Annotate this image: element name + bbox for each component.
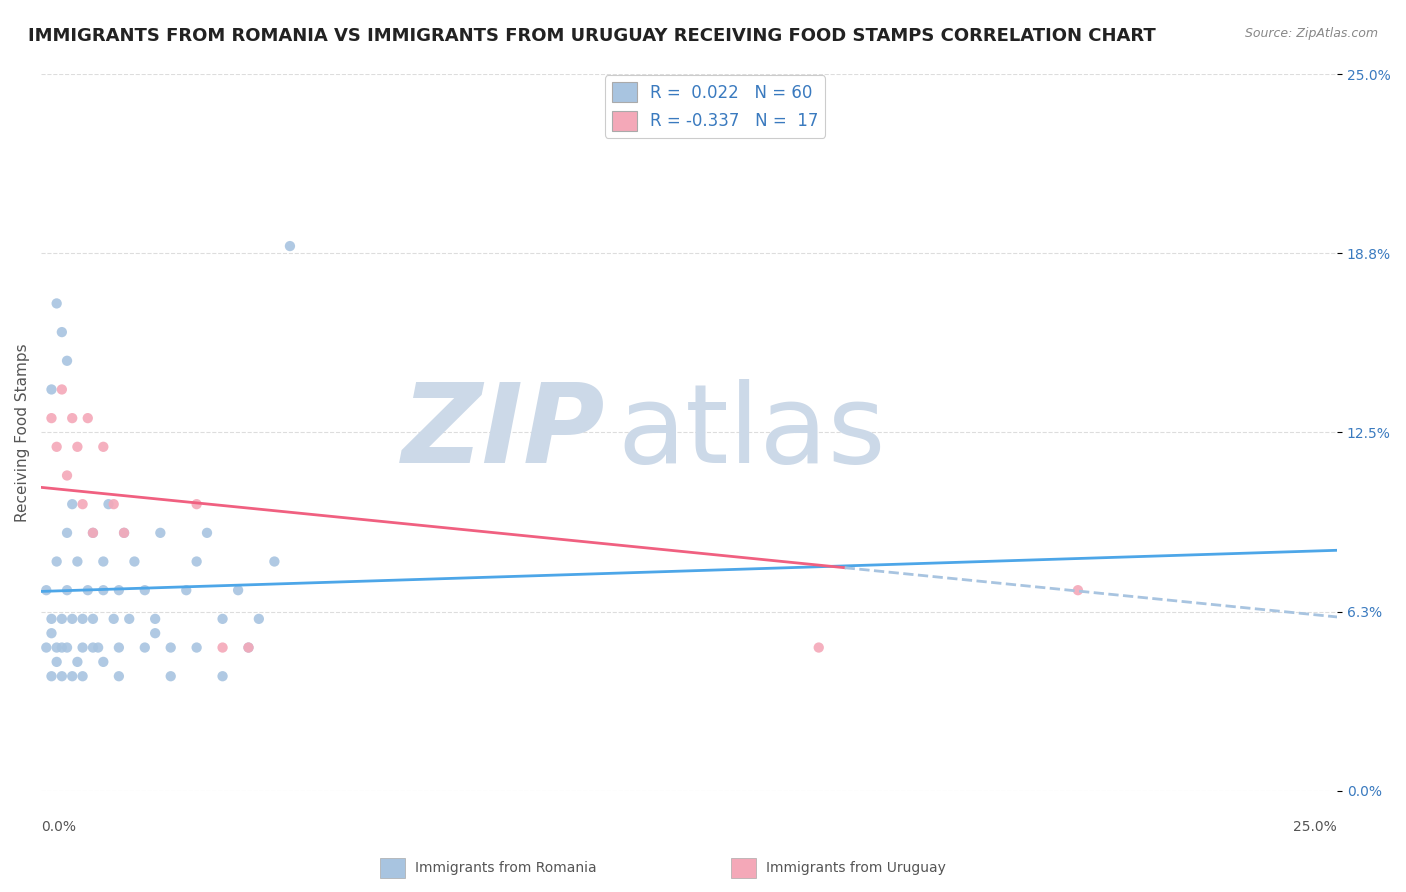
Point bbox=[72, 640, 94, 655]
Point bbox=[41, 669, 63, 683]
Point bbox=[60, 411, 83, 425]
Point bbox=[807, 640, 830, 655]
Point bbox=[159, 669, 181, 683]
Point bbox=[211, 640, 233, 655]
Point bbox=[66, 440, 89, 454]
Point bbox=[211, 612, 233, 626]
Point bbox=[91, 583, 114, 598]
Point bbox=[118, 612, 141, 626]
Point bbox=[124, 555, 146, 569]
Point bbox=[45, 655, 67, 669]
Point bbox=[263, 555, 285, 569]
Point bbox=[238, 640, 260, 655]
Point bbox=[45, 640, 67, 655]
Point bbox=[82, 640, 104, 655]
Point bbox=[159, 640, 181, 655]
Point bbox=[41, 383, 63, 397]
Point bbox=[51, 640, 73, 655]
Point bbox=[45, 440, 67, 454]
Point bbox=[76, 411, 98, 425]
Text: ZIP: ZIP bbox=[401, 379, 605, 486]
Point bbox=[143, 626, 166, 640]
Point bbox=[56, 525, 79, 540]
Point bbox=[56, 583, 79, 598]
Legend: R =  0.022   N = 60, R = -0.337   N =  17: R = 0.022 N = 60, R = -0.337 N = 17 bbox=[605, 75, 825, 137]
Point bbox=[41, 612, 63, 626]
Text: 25.0%: 25.0% bbox=[1294, 820, 1337, 834]
Text: atlas: atlas bbox=[617, 379, 886, 486]
Point bbox=[51, 612, 73, 626]
Point bbox=[51, 383, 73, 397]
Point bbox=[56, 640, 79, 655]
Point bbox=[134, 640, 156, 655]
Point bbox=[91, 555, 114, 569]
Point bbox=[108, 583, 131, 598]
Point bbox=[103, 612, 125, 626]
Point bbox=[72, 497, 94, 511]
Point bbox=[211, 669, 233, 683]
Text: Immigrants from Uruguay: Immigrants from Uruguay bbox=[766, 861, 946, 875]
Text: IMMIGRANTS FROM ROMANIA VS IMMIGRANTS FROM URUGUAY RECEIVING FOOD STAMPS CORRELA: IMMIGRANTS FROM ROMANIA VS IMMIGRANTS FR… bbox=[28, 27, 1156, 45]
Point bbox=[60, 669, 83, 683]
Point bbox=[143, 612, 166, 626]
Point bbox=[66, 555, 89, 569]
Point bbox=[35, 583, 58, 598]
Text: Immigrants from Romania: Immigrants from Romania bbox=[415, 861, 596, 875]
Text: 0.0%: 0.0% bbox=[41, 820, 76, 834]
Point bbox=[97, 497, 120, 511]
Point bbox=[226, 583, 249, 598]
Point bbox=[238, 640, 260, 655]
Point bbox=[72, 669, 94, 683]
Point bbox=[51, 669, 73, 683]
Point bbox=[108, 669, 131, 683]
Point bbox=[91, 440, 114, 454]
Point bbox=[76, 583, 98, 598]
Point bbox=[112, 525, 135, 540]
Y-axis label: Receiving Food Stamps: Receiving Food Stamps bbox=[15, 343, 30, 522]
Point bbox=[72, 612, 94, 626]
Point bbox=[186, 497, 208, 511]
Point bbox=[91, 655, 114, 669]
Point bbox=[82, 525, 104, 540]
Point bbox=[56, 353, 79, 368]
Point bbox=[112, 525, 135, 540]
Point bbox=[45, 555, 67, 569]
Point bbox=[41, 626, 63, 640]
Point bbox=[45, 296, 67, 310]
Point bbox=[278, 239, 301, 253]
Text: Source: ZipAtlas.com: Source: ZipAtlas.com bbox=[1244, 27, 1378, 40]
Point bbox=[60, 497, 83, 511]
Point bbox=[35, 640, 58, 655]
Point bbox=[41, 411, 63, 425]
Point bbox=[186, 555, 208, 569]
Point bbox=[247, 612, 270, 626]
Point bbox=[134, 583, 156, 598]
Point bbox=[1067, 583, 1090, 598]
Point bbox=[82, 525, 104, 540]
Point bbox=[51, 325, 73, 339]
Point bbox=[82, 612, 104, 626]
Point bbox=[195, 525, 218, 540]
Point bbox=[103, 497, 125, 511]
Point bbox=[186, 640, 208, 655]
Point bbox=[66, 655, 89, 669]
Point bbox=[149, 525, 172, 540]
Point bbox=[174, 583, 197, 598]
Point bbox=[60, 612, 83, 626]
Point bbox=[108, 640, 131, 655]
Point bbox=[87, 640, 110, 655]
Point bbox=[56, 468, 79, 483]
